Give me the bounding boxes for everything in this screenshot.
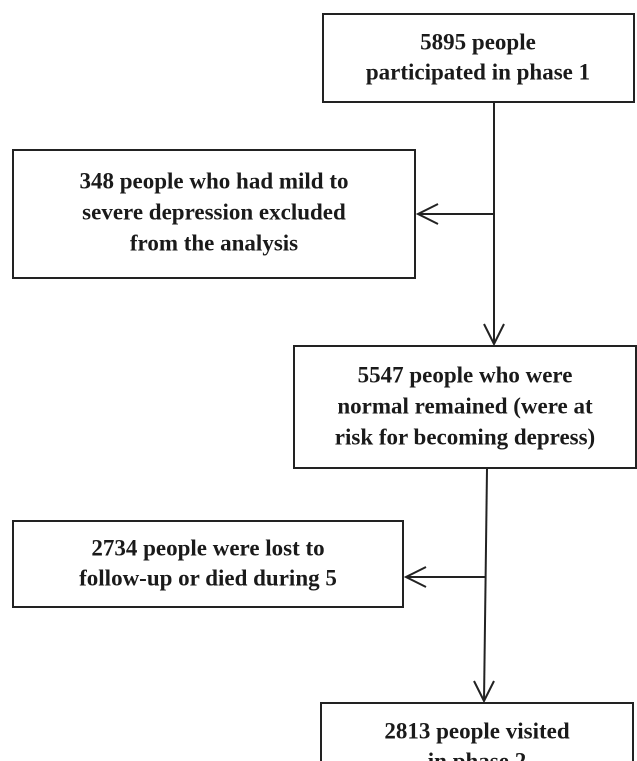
connector (483, 468, 488, 702)
node-text: 2734 people were lost to (91, 535, 324, 560)
arrowhead (403, 566, 427, 588)
node-text: from the analysis (130, 230, 298, 255)
node-text: participated in phase 1 (366, 59, 590, 84)
arrowhead (483, 323, 505, 347)
node-box (12, 149, 416, 279)
node-text: 2813 people visited (384, 718, 569, 743)
node-box (322, 13, 635, 103)
node-text: 5895 people (420, 29, 536, 54)
arrowhead (415, 203, 439, 225)
node-text: 348 people who had mild to (79, 168, 348, 193)
node-text: follow-up or died during 5 (79, 565, 337, 590)
node-box (320, 702, 634, 761)
node-box (293, 345, 637, 469)
node-text: severe depression excluded (82, 199, 346, 224)
arrowhead (473, 680, 495, 704)
node-text: normal remained (were at (337, 393, 593, 418)
node-text: risk for becoming depress) (335, 424, 595, 449)
node-box (12, 520, 404, 608)
node-text: in phase 2 (428, 748, 526, 761)
node-text: 5547 people who were (358, 362, 573, 387)
